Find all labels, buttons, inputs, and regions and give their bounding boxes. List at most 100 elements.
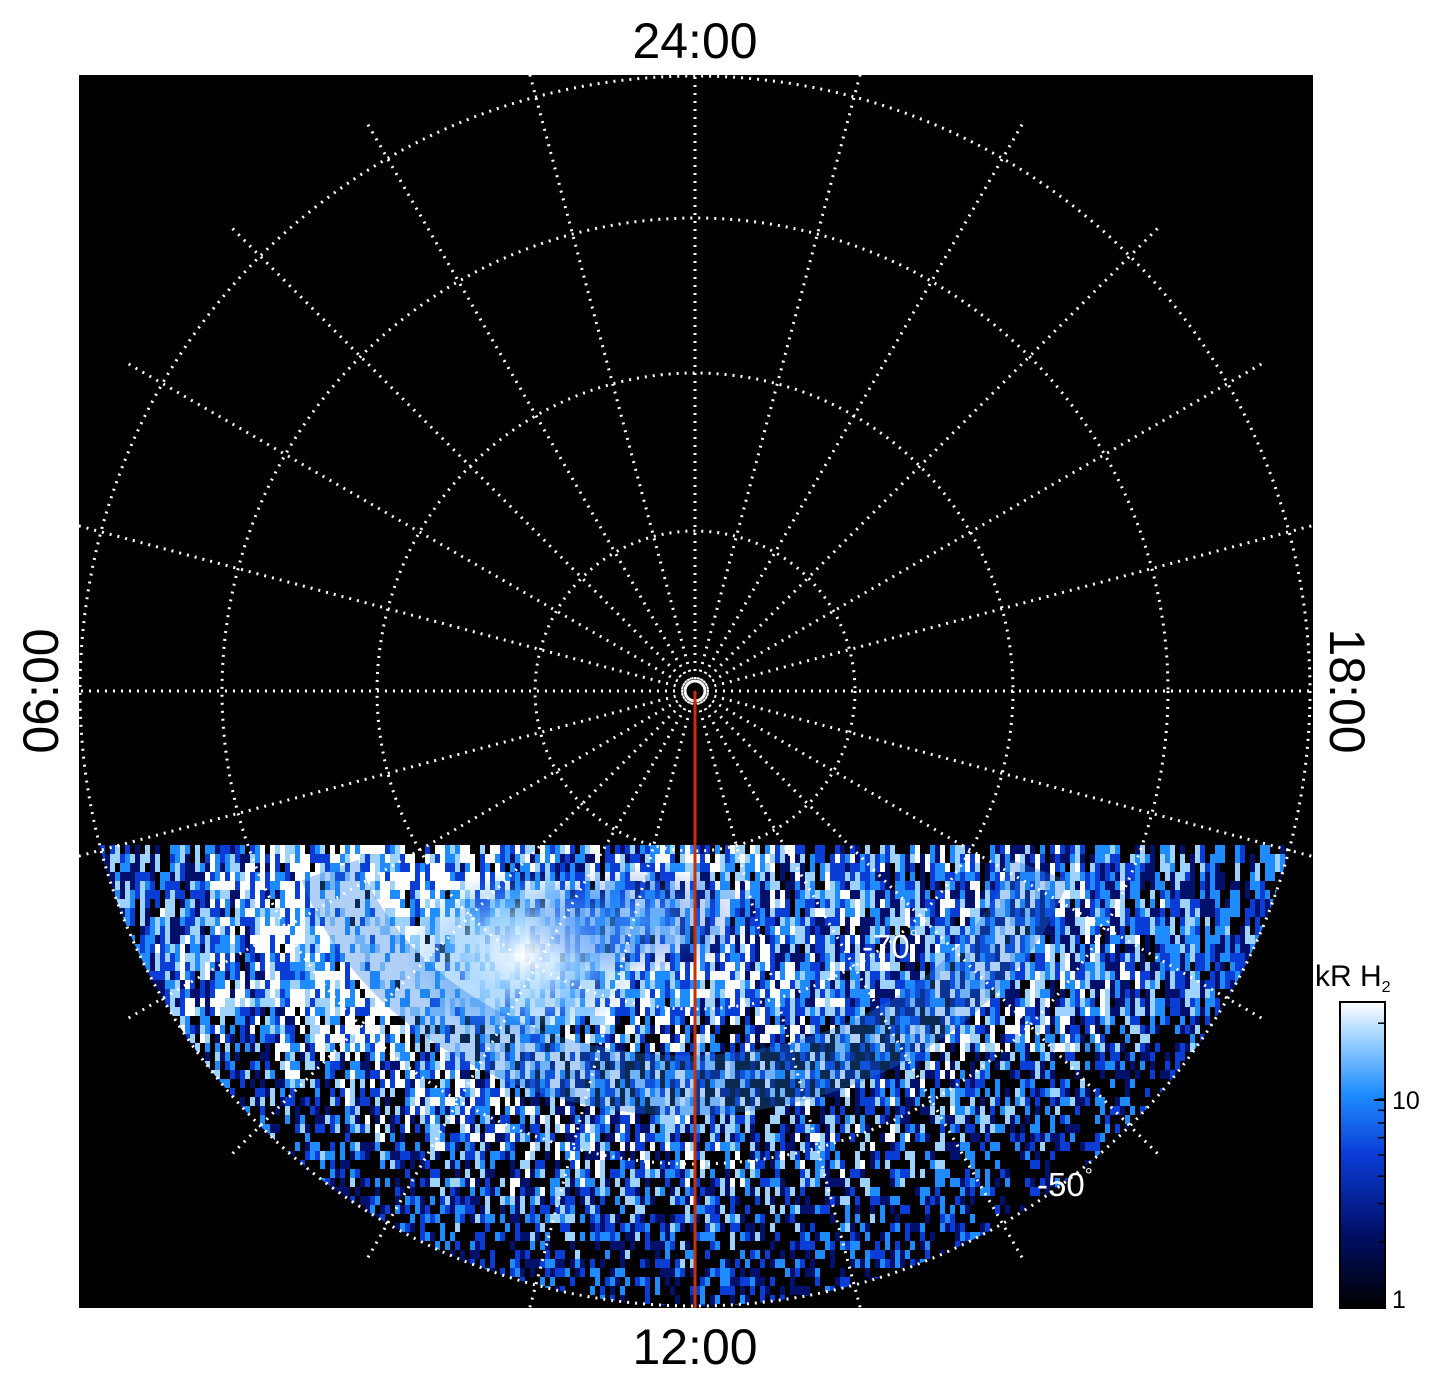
emission-cell	[355, 1097, 360, 1106]
emission-cell	[265, 908, 270, 926]
emission-cell	[275, 1025, 280, 1034]
emission-cell	[530, 1070, 535, 1079]
emission-cell	[730, 1016, 735, 1025]
emission-cell	[770, 980, 775, 998]
emission-cell	[790, 1151, 795, 1160]
emission-cell	[650, 845, 655, 863]
emission-cell	[765, 1133, 770, 1142]
emission-cell	[405, 1061, 410, 1070]
emission-cell	[350, 1178, 355, 1187]
emission-cell	[650, 1115, 655, 1124]
emission-cell	[480, 1034, 485, 1043]
emission-cell	[610, 1241, 615, 1250]
emission-cell	[435, 1178, 440, 1187]
emission-cell	[730, 1196, 735, 1205]
emission-cell	[510, 1151, 515, 1160]
emission-cell	[770, 1070, 775, 1079]
emission-cell	[620, 1115, 625, 1124]
emission-cell	[720, 1016, 725, 1025]
emission-cell	[440, 845, 445, 863]
emission-cell	[435, 1115, 440, 1124]
emission-cell	[130, 863, 135, 881]
emission-cell	[340, 1061, 345, 1070]
emission-cell	[585, 1106, 590, 1115]
emission-cell	[665, 1070, 670, 1079]
emission-cell	[380, 1160, 385, 1169]
emission-cell	[685, 1214, 690, 1223]
emission-cell	[495, 1088, 500, 1097]
emission-cell	[350, 1124, 355, 1133]
emission-cell	[465, 1160, 470, 1169]
emission-cell	[455, 1223, 460, 1232]
emission-cell	[270, 1133, 275, 1142]
emission-cell	[790, 1214, 795, 1223]
emission-cell	[760, 971, 765, 989]
emission-cell	[710, 1070, 715, 1079]
emission-cell	[700, 1025, 705, 1034]
emission-cell	[830, 1196, 835, 1205]
emission-cell	[800, 890, 805, 908]
emission-cell	[800, 1223, 805, 1232]
emission-cell	[445, 1088, 450, 1097]
emission-cell	[780, 1295, 785, 1304]
emission-cell	[750, 1169, 755, 1178]
emission-cell	[745, 1106, 750, 1115]
emission-cell	[600, 1178, 605, 1187]
emission-cell	[765, 1250, 770, 1259]
emission-cell	[500, 1052, 505, 1061]
emission-cell	[435, 1088, 440, 1097]
emission-cell	[565, 1268, 570, 1277]
emission-cell	[495, 863, 500, 881]
emission-cell	[750, 1133, 755, 1142]
emission-cell	[755, 1007, 760, 1016]
emission-cell	[620, 1079, 625, 1088]
emission-cell	[585, 1025, 590, 1034]
emission-cell	[705, 1034, 710, 1043]
emission-cell	[270, 1070, 275, 1079]
emission-cell	[335, 1025, 340, 1034]
emission-cell	[460, 1205, 465, 1214]
emission-cell	[230, 1025, 235, 1034]
emission-cell	[545, 1268, 550, 1277]
emission-cell	[415, 1088, 420, 1097]
emission-cell	[665, 1133, 670, 1142]
emission-cell	[250, 1079, 255, 1088]
emission-cell	[750, 1286, 755, 1295]
emission-cell	[265, 1043, 270, 1052]
emission-cell	[365, 1016, 370, 1025]
emission-cell	[410, 1151, 415, 1160]
emission-cell	[570, 1124, 575, 1133]
emission-cell	[370, 1196, 375, 1205]
emission-cell	[500, 1178, 505, 1187]
emission-cell	[660, 998, 665, 1016]
emission-cell	[425, 1232, 430, 1241]
emission-cell	[805, 1250, 810, 1259]
emission-cell	[220, 935, 225, 953]
emission-cell	[255, 1097, 260, 1106]
emission-cell	[250, 1043, 255, 1052]
emission-cell	[600, 1097, 605, 1106]
emission-cell	[530, 1196, 535, 1205]
emission-cell	[765, 1286, 770, 1295]
emission-cell	[565, 1151, 570, 1160]
emission-cell	[600, 1214, 605, 1223]
emission-cell	[660, 1214, 665, 1223]
emission-cell	[370, 1025, 375, 1034]
emission-cell	[550, 1106, 555, 1115]
emission-cell	[640, 1142, 645, 1151]
emission-cell	[390, 935, 395, 953]
emission-cell	[355, 989, 360, 1007]
emission-cell	[730, 1178, 735, 1187]
emission-cell	[145, 890, 150, 908]
emission-cell	[525, 1232, 530, 1241]
emission-cell	[460, 1250, 465, 1259]
emission-cell	[375, 1070, 380, 1079]
emission-cell	[780, 1160, 785, 1169]
emission-cell	[155, 854, 160, 872]
emission-cell	[670, 1286, 675, 1295]
emission-cell	[540, 1241, 545, 1250]
emission-cell	[505, 1061, 510, 1070]
emission-cell	[575, 1178, 580, 1187]
emission-cell	[365, 1052, 370, 1061]
emission-cell	[330, 1142, 335, 1151]
